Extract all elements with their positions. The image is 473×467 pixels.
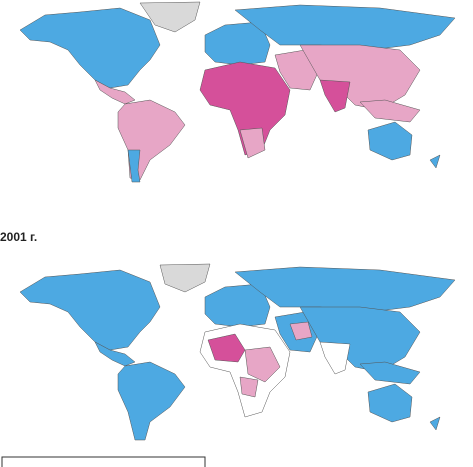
world-map-top	[19, 1, 456, 183]
world-map-bottom	[19, 263, 456, 441]
year-label: 2001 г.	[0, 230, 37, 244]
legend-box	[1, 456, 206, 467]
